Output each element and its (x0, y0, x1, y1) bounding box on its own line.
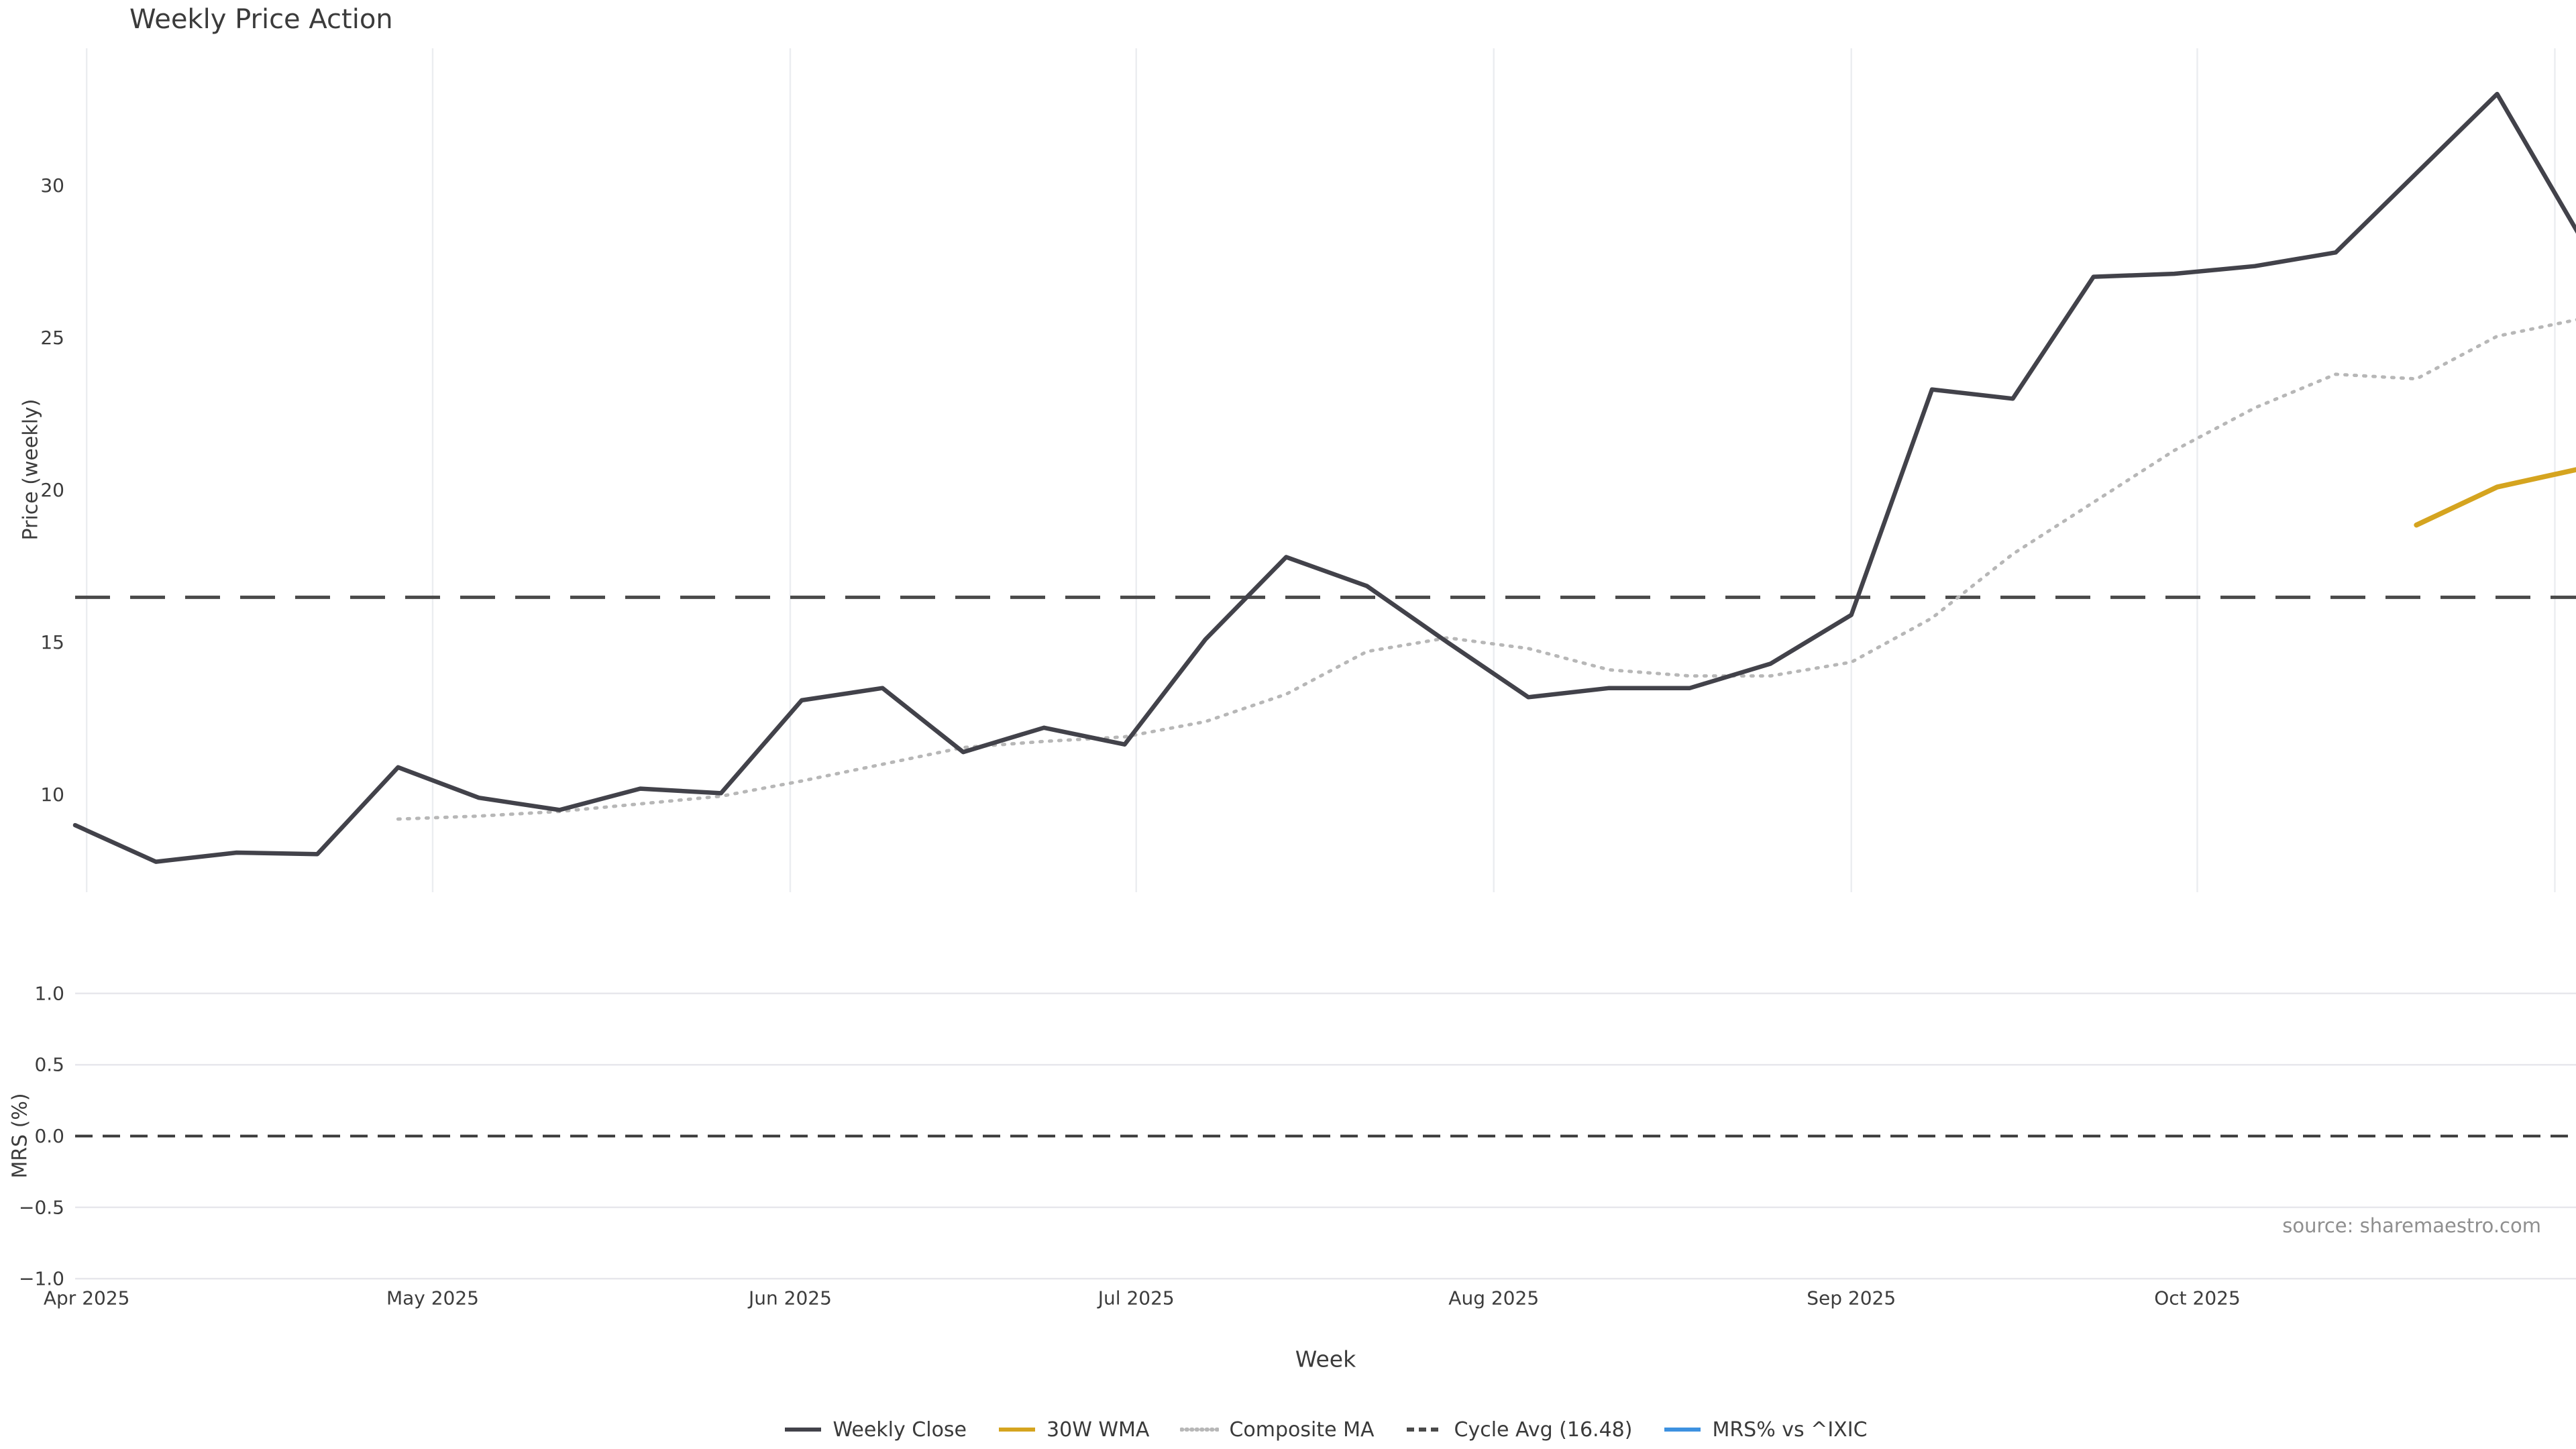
mrs-tick-label: −0.5 (19, 1196, 64, 1218)
chart-title: Weekly Price Action (129, 4, 393, 35)
month-gridlines (85, 48, 2556, 892)
month-tick-label: Aug 2025 (1448, 1287, 1539, 1309)
legend-item: Cycle Avg (16.48) (1405, 1417, 1633, 1442)
weekly-close-line (72, 91, 2576, 864)
mrs-tick-label: 0.5 (34, 1054, 64, 1076)
legend-swatch-solid-icon (1664, 1428, 1701, 1432)
x-axis-label: Week (1295, 1346, 1356, 1373)
mrs-gridlines (75, 992, 2576, 1280)
composite-ma-line (396, 318, 2576, 821)
month-tick-label: Apr 2025 (44, 1287, 130, 1309)
wma-30w-line (2414, 467, 2576, 528)
legend-item: 30W WMA (998, 1418, 1149, 1442)
month-tick-label: May 2025 (386, 1287, 479, 1309)
legend-label: 30W WMA (1046, 1417, 1150, 1442)
price-tick-labels: 10 15 20 25 30 (40, 174, 64, 806)
source-note: source: sharemaestro.com (2282, 1214, 2541, 1237)
mrs-tick-labels: 1.0 0.5 0.0 −0.5 −1.0 (19, 982, 64, 1289)
legend-label: Weekly Close (833, 1417, 967, 1442)
price-tick-label: 15 (40, 631, 64, 653)
month-tick-label: Jun 2025 (747, 1287, 832, 1309)
legend-item: Weekly Close (784, 1418, 967, 1442)
legend: Weekly Close 30W WMA Composite MA Cycle Avg… (75, 1411, 2576, 1448)
mrs-tick-label: −1.0 (19, 1268, 64, 1290)
price-tick-label: 20 (40, 479, 64, 501)
legend-swatch-dashed-icon (1406, 1428, 1443, 1432)
legend-item: MRS% vs ^IXIC (1663, 1417, 1868, 1442)
mrs-tick-label: 0.0 (34, 1125, 64, 1147)
legend-label: MRS% vs ^IXIC (1712, 1417, 1868, 1442)
legend-label: Composite MA (1229, 1417, 1375, 1442)
price-tick-label: 25 (40, 327, 64, 349)
legend-swatch-solid-icon (999, 1428, 1036, 1432)
legend-swatch-dotted-icon (1180, 1428, 1220, 1432)
mrs-tick-label: 1.0 (34, 982, 64, 1004)
legend-label: Cycle Avg (16.48) (1454, 1417, 1633, 1442)
month-tick-label: Sep 2025 (1807, 1287, 1896, 1309)
price-tick-label: 10 (40, 784, 64, 806)
month-tick-labels: Apr 2025 May 2025 Jun 2025 Jul 2025 Aug 2025… (44, 1287, 2241, 1309)
price-tick-label: 30 (40, 174, 64, 197)
month-tick-label: Oct 2025 (2154, 1287, 2241, 1309)
month-tick-label: Jul 2025 (1097, 1287, 1175, 1309)
legend-item: Composite MA (1180, 1417, 1375, 1442)
legend-swatch-solid-icon (785, 1428, 822, 1432)
